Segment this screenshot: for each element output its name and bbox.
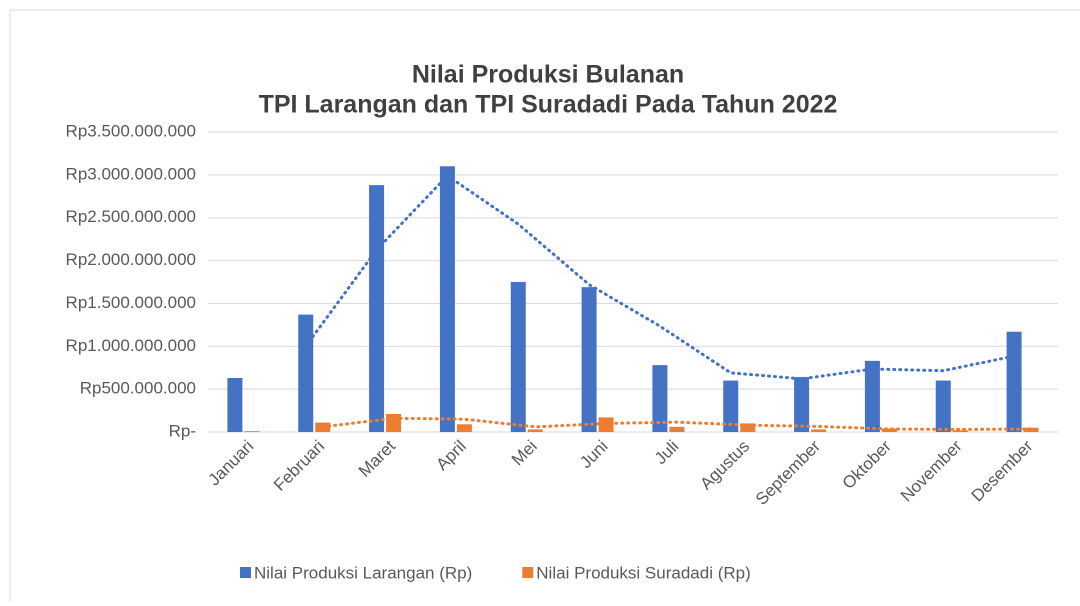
legend-label: Nilai Produksi Larangan (Rp) [254,563,472,582]
bar [244,431,260,432]
bar [510,282,526,432]
bar [439,166,455,433]
bar [298,314,314,432]
bar [935,380,951,432]
bar [669,426,685,432]
chart-subtitle: TPI Larangan dan TPI Suradadi Pada Tahun… [259,91,838,119]
chart-border [9,9,1080,606]
trendline [321,416,1033,431]
legend-swatch [240,567,251,578]
bar [527,429,543,432]
bar [952,430,968,432]
bar [369,185,385,432]
y-tick-label: Rp3.500.000.000 [66,121,196,140]
y-tick-label: Rp3.000.000.000 [66,164,196,183]
bar [740,423,756,432]
bar [227,378,243,432]
y-tick-label: Rp1.000.000.000 [66,336,196,355]
y-tick-label: Rp1.500.000.000 [66,293,196,312]
y-tick-label: Rp- [169,421,196,440]
bar [598,417,614,432]
y-tick-label: Rp2.000.000.000 [66,250,196,269]
bar [581,287,597,432]
bar [723,380,739,432]
bar [864,360,880,432]
bar [386,414,402,432]
bar [652,365,668,432]
legend-label: Nilai Produksi Suradadi (Rp) [536,563,750,582]
y-tick-label: Rp500.000.000 [80,379,196,398]
trendline [304,173,1016,381]
bar [1006,331,1022,432]
bar [456,424,472,432]
y-tick-label: Rp2.500.000.000 [66,207,196,226]
legend-swatch [522,567,534,578]
bar [811,429,827,432]
bar [794,377,810,432]
chart-title: Nilai Produksi Bulanan [412,61,684,89]
bar [881,428,897,432]
